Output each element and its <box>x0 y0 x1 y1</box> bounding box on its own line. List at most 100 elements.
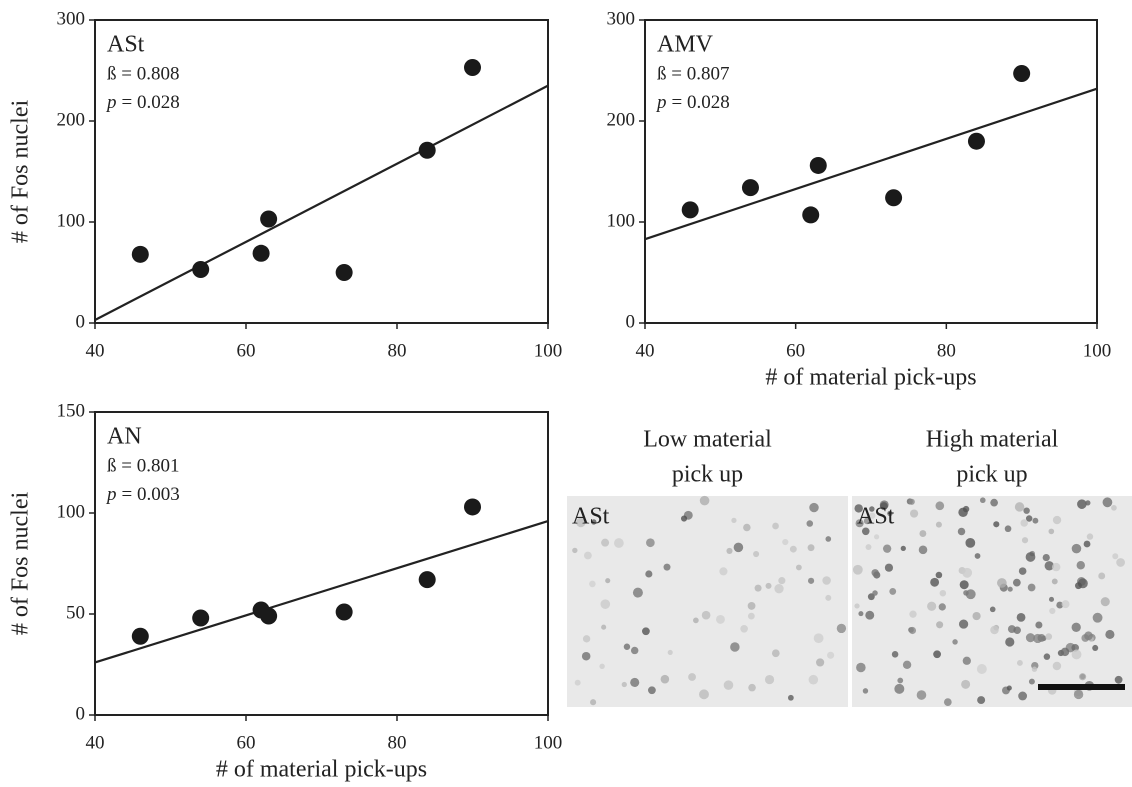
cell <box>1079 673 1086 680</box>
cell <box>963 657 971 665</box>
y-tick-label: 100 <box>57 501 86 522</box>
cell <box>990 626 999 635</box>
cell <box>939 603 946 610</box>
cell <box>755 585 762 592</box>
cell <box>919 546 928 555</box>
point <box>253 245 270 262</box>
cell <box>808 544 815 551</box>
point <box>336 603 353 620</box>
cell <box>1049 529 1055 535</box>
cell <box>808 578 814 584</box>
point <box>419 142 436 159</box>
cell <box>892 651 899 658</box>
cell <box>910 509 918 517</box>
x-tick-label: 60 <box>237 340 256 361</box>
y-tick-label: 100 <box>607 210 636 231</box>
point <box>260 210 277 227</box>
cell <box>889 588 896 595</box>
cell <box>961 680 970 689</box>
cell <box>753 551 759 557</box>
cell <box>1032 667 1037 672</box>
cell <box>1013 626 1021 634</box>
panel-title: Low material <box>643 427 772 453</box>
cell <box>730 642 739 651</box>
cell <box>990 607 996 613</box>
cell <box>614 538 624 548</box>
cell <box>1087 533 1093 539</box>
cell <box>975 553 981 559</box>
cell <box>778 577 785 584</box>
cell <box>1115 676 1123 684</box>
cell <box>731 518 736 523</box>
cell <box>716 615 725 624</box>
cell <box>909 627 916 634</box>
point <box>682 201 699 218</box>
cell <box>743 524 750 531</box>
cell <box>1022 537 1028 543</box>
y-tick-label: 0 <box>626 311 636 332</box>
cell <box>1019 567 1027 575</box>
y-tick-label: 0 <box>76 703 86 724</box>
cell <box>872 590 878 596</box>
cell <box>1005 525 1012 532</box>
trend-line <box>95 521 548 662</box>
cell <box>1013 579 1021 587</box>
cell <box>977 664 987 674</box>
cell <box>1005 637 1014 646</box>
cell <box>959 619 968 628</box>
cell <box>894 684 904 694</box>
cell <box>809 503 818 512</box>
x-tick-label: 80 <box>937 340 956 361</box>
region-label: ASt <box>107 32 145 58</box>
cell <box>958 508 967 517</box>
cell <box>960 580 969 589</box>
p-value: = 0.028 <box>122 92 180 113</box>
cell <box>1035 621 1042 628</box>
cell <box>809 675 819 685</box>
cell <box>575 680 581 686</box>
cell <box>935 501 944 510</box>
point <box>132 628 149 645</box>
x-tick-label: 40 <box>86 340 105 361</box>
cell <box>1112 553 1118 559</box>
cell <box>765 675 774 684</box>
cell <box>858 611 863 616</box>
x-tick-label: 80 <box>388 732 407 753</box>
cell <box>688 673 696 681</box>
point <box>336 264 353 281</box>
point <box>802 206 819 223</box>
point <box>192 261 209 278</box>
cell <box>1098 573 1105 580</box>
cell <box>1072 544 1082 554</box>
y-tick-label: 150 <box>57 400 86 421</box>
panel-label: ASt <box>857 504 895 530</box>
cell <box>782 539 788 545</box>
cell <box>700 496 710 506</box>
cell <box>646 538 655 547</box>
cell <box>601 625 606 630</box>
cell <box>1044 653 1050 659</box>
cell <box>645 570 652 577</box>
cell <box>599 664 604 669</box>
y-tick-label: 300 <box>607 8 636 29</box>
cell <box>1020 519 1028 527</box>
cell <box>972 612 980 620</box>
cell <box>1092 645 1098 651</box>
cell <box>1052 563 1060 571</box>
cell <box>933 650 941 658</box>
cell <box>796 565 802 571</box>
panel-label: ASt <box>572 504 610 530</box>
x-axis-label: # of material pick-ups <box>216 757 427 783</box>
y-tick-label: 200 <box>57 109 86 130</box>
cell <box>936 522 942 528</box>
cell <box>816 658 824 666</box>
cell <box>1049 597 1054 602</box>
cell <box>903 661 911 669</box>
cell <box>699 689 709 699</box>
cell <box>582 652 591 661</box>
cell <box>1028 584 1036 592</box>
cell <box>624 644 630 650</box>
cell <box>601 539 609 547</box>
point <box>132 246 149 263</box>
y-tick-label: 50 <box>66 602 85 623</box>
